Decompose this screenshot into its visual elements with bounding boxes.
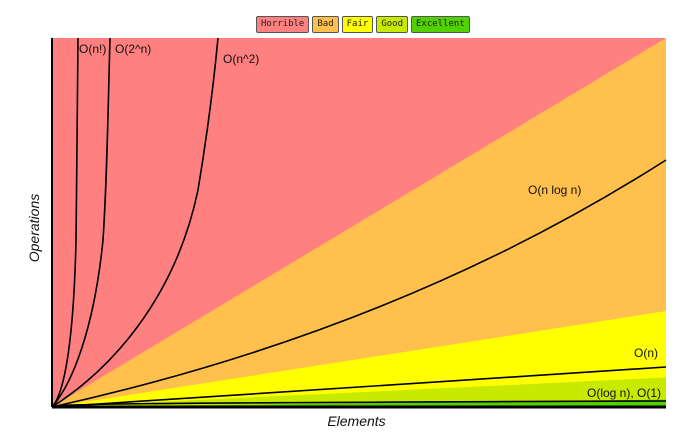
region-good (52, 377, 666, 407)
chart-legend: Horrible Bad Fair Good Excellent (256, 16, 470, 33)
legend-item-fair: Fair (341, 16, 374, 33)
curve-label-o-log-n-o-1: O(log n), O(1) (587, 386, 661, 400)
y-axis-title: Operations (26, 193, 42, 263)
complexity-curves (51, 37, 667, 408)
legend-item-horrible: Horrible (256, 16, 310, 33)
curve-label-o-2-n: O(2^n) (115, 42, 151, 56)
curve-o-n (51, 366, 667, 408)
curve-label-o-n: O(n!) (79, 42, 106, 56)
curve-labels: O(n!) O(2^n) O(n^2) O(n log n) O(n) O(log n),… (79, 42, 661, 400)
curve-label-o-n: O(n) (634, 346, 658, 360)
curve-o-n-2 (51, 37, 219, 408)
curve-o-n (51, 37, 79, 408)
curve-o-n-log-n (51, 159, 667, 408)
chart-axes (51, 38, 666, 409)
curve-o-2-n (51, 37, 111, 408)
region-fair (52, 311, 666, 407)
legend-item-excellent: Excellent (411, 16, 470, 33)
curve-label-o-n-log-n: O(n log n) (528, 183, 581, 197)
x-axis-title: Elements (327, 413, 386, 429)
legend-item-bad: Bad (312, 16, 339, 33)
curve-label-o-n-2: O(n^2) (223, 52, 259, 66)
legend-item-good: Good (376, 16, 408, 33)
region-bad (52, 38, 666, 407)
complexity-regions (52, 38, 666, 407)
